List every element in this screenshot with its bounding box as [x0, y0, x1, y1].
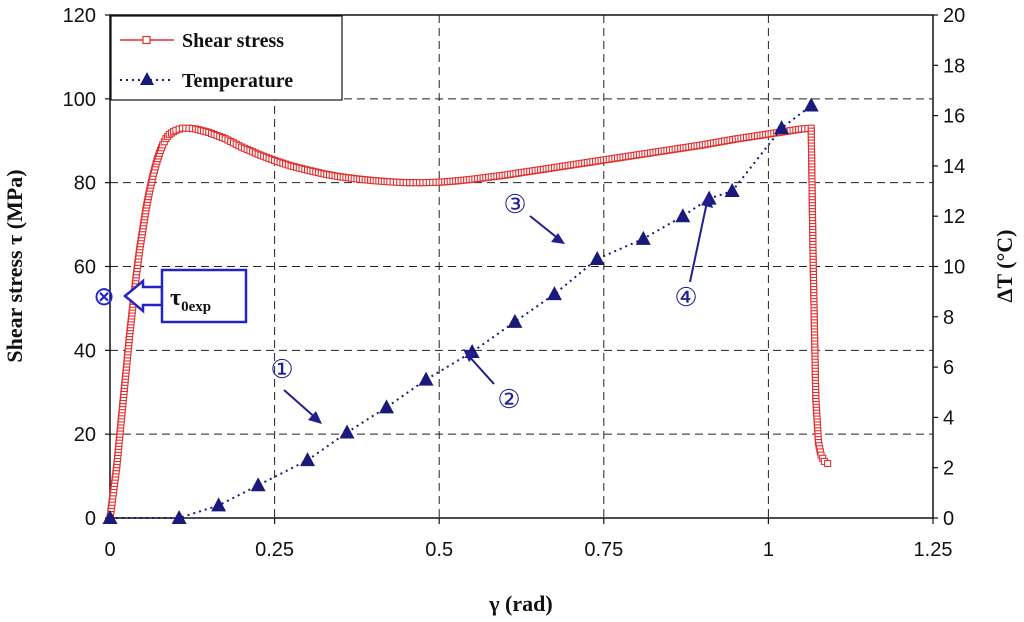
y-tick-label: 120 — [63, 5, 96, 27]
y2-tick-label: 20 — [943, 5, 965, 27]
y-axis-ticks: 0 20 40 60 80 100 120 — [63, 5, 110, 530]
y2-axis-ticks: 0 2 4 6 8 10 12 14 16 18 20 — [933, 5, 965, 530]
temperature-point — [250, 477, 266, 492]
annotation-1-arrowhead — [308, 411, 322, 424]
legend-label-shear: Shear stress — [182, 30, 284, 52]
x-tick-label: 0.25 — [255, 539, 294, 561]
tau0exp-annotation: ⊗ τ0exp — [93, 268, 248, 324]
temperature-point — [803, 97, 819, 112]
x-tick-label: 1.25 — [914, 539, 953, 561]
y2-tick-label: 10 — [943, 257, 965, 279]
y2-tick-label: 12 — [943, 206, 965, 228]
temperature-point — [339, 424, 355, 439]
annotation-2-arrowhead — [463, 349, 477, 362]
shear-stress-point — [824, 459, 832, 468]
annotation-3-label: ③ — [503, 189, 526, 219]
tau0exp-symbol: τ — [170, 285, 181, 311]
legend-marker-temp — [140, 72, 154, 85]
y-tick-label: 0 — [85, 508, 96, 530]
annotation-1-label: ① — [270, 354, 293, 384]
tau0exp-marker: ⊗ — [93, 282, 115, 312]
temperature-point — [171, 510, 187, 524]
annotation-2-label: ② — [497, 384, 520, 414]
tau0exp-subscript: 0exp — [181, 299, 211, 315]
y2-tick-label: 14 — [943, 156, 965, 178]
legend-box — [110, 15, 343, 101]
temperature-point — [724, 183, 740, 198]
temperature-point — [675, 208, 691, 223]
x-tick-label: 0.5 — [425, 539, 453, 561]
y-tick-label: 60 — [74, 257, 96, 279]
annotation-1: ① — [270, 354, 322, 424]
temperature-point — [211, 497, 227, 512]
temperature-point — [418, 371, 434, 386]
x-tick-label: 1 — [763, 539, 774, 561]
y-tick-label: 40 — [74, 340, 96, 362]
y2-tick-label: 18 — [943, 55, 965, 77]
annotation-4-label: ④ — [674, 282, 697, 312]
y-tick-label: 80 — [74, 173, 96, 195]
annotation-4: ④ — [674, 194, 713, 312]
temperature-line — [110, 104, 812, 519]
x-tick-label: 0 — [104, 539, 115, 561]
y2-tick-label: 4 — [943, 407, 954, 429]
y2-tick-label: 2 — [943, 458, 954, 480]
temperature-point — [102, 510, 118, 524]
annotation-4-arrowhead — [701, 194, 713, 208]
temperature-point — [379, 399, 395, 414]
y-tick-label: 100 — [63, 89, 96, 111]
temperature-point — [774, 120, 790, 135]
legend-label-temp: Temperature — [182, 70, 293, 92]
y2-tick-label: 8 — [943, 307, 954, 329]
tau0exp-box — [160, 268, 248, 324]
y2-axis-title: ΔT (°C) — [992, 230, 1017, 303]
x-axis-ticks: 0 0.25 0.5 0.75 1 1.25 — [104, 518, 952, 561]
series-shear-stress — [106, 124, 832, 522]
x-tick-label: 0.75 — [584, 539, 623, 561]
annotation-3: ③ — [503, 189, 565, 244]
temperature-point — [300, 452, 316, 467]
tau0exp-label: τ0exp — [170, 285, 211, 315]
temperature-point — [589, 250, 605, 265]
y-tick-label: 20 — [74, 424, 96, 446]
annotation-2: ② — [463, 349, 521, 414]
y2-tick-label: 16 — [943, 106, 965, 128]
legend: Shear stress Temperature — [110, 15, 343, 101]
annotation-1-arrow — [283, 389, 319, 421]
legend-marker-shear — [142, 35, 151, 45]
annotation-3-arrowhead — [551, 233, 565, 244]
y-axis-title: Shear stress τ (MPa) — [2, 169, 27, 362]
y2-tick-label: 6 — [943, 357, 954, 379]
temperature-point — [546, 286, 562, 301]
temperature-point — [635, 230, 651, 245]
x-axis-title: γ (rad) — [488, 591, 552, 616]
temperature-point — [507, 313, 523, 328]
y2-tick-label: 0 — [943, 508, 954, 530]
annotation-3-arrow — [529, 215, 561, 241]
annotation-4-arrow — [689, 201, 708, 283]
